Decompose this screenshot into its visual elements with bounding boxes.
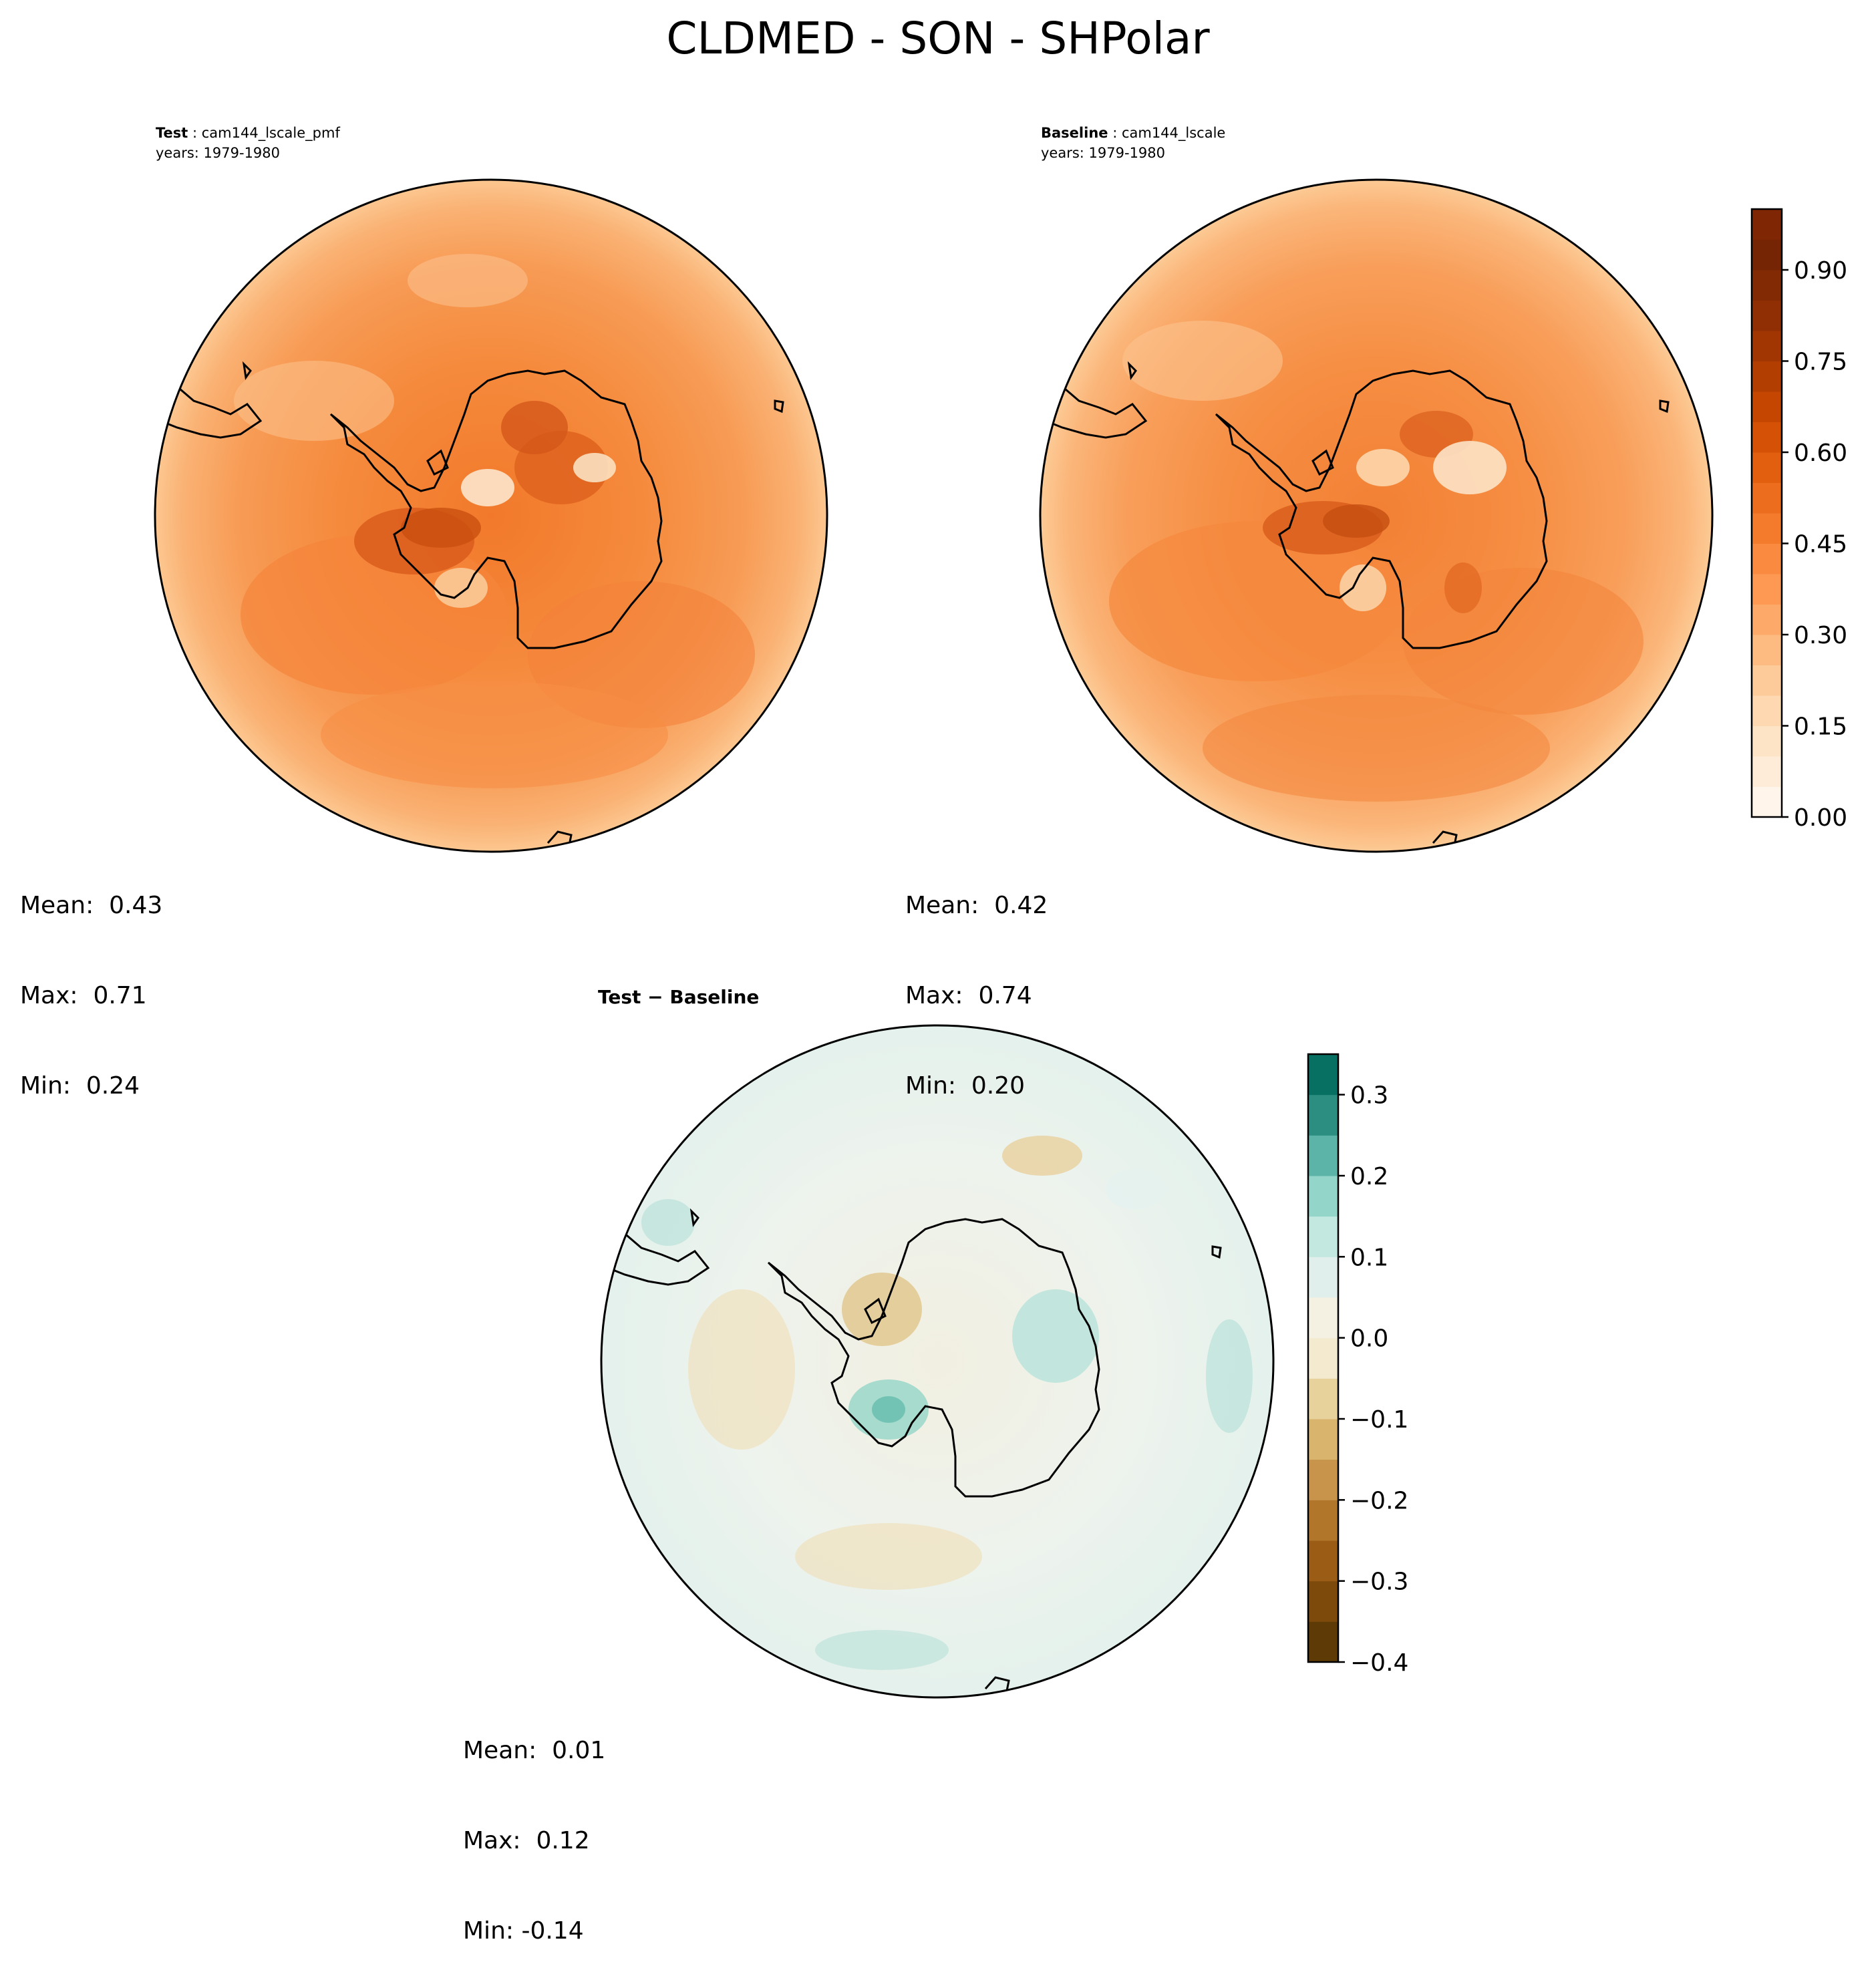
main-colorbar-tick-label: 0.45 [1794,531,1847,558]
diff-colorbar: −0.4 −0.3 −0.2 −0.1 0.0 0.1 0.2 0.3 [1307,1053,1408,1677]
baseline-panel-title: Baseline : cam144_lscale [1041,125,1225,142]
diff-colorbar-tick-label: 0.3 [1350,1082,1388,1110]
diff-max: Max: 0.12 [463,1827,590,1854]
diff-colorbar-swatch [1308,1094,1338,1136]
baseline-panel-years: years: 1979-1980 [1041,145,1165,161]
diff-colorbar-tick-label: 0.1 [1350,1244,1388,1271]
test-panel-years: years: 1979-1980 [156,145,280,161]
test-map [154,178,828,853]
figure-title: CLDMED - SON - SHPolar [666,13,1210,64]
main-colorbar-swatch [1752,239,1782,271]
main-colorbar-swatch [1752,422,1782,453]
diff-colorbar-swatch [1308,1621,1338,1663]
diff-stats: Mean: 0.01 Max: 0.12 Min: -0.14 [463,1675,605,1976]
main-colorbar-swatch [1752,574,1782,605]
baseline-min: Min: 0.20 [905,1072,1026,1100]
main-colorbar-tick-label: 0.15 [1794,713,1847,741]
test-min: Min: 0.24 [20,1072,140,1100]
main-colorbar-swatch [1752,635,1782,665]
main-colorbar-tick-label: 0.00 [1794,804,1847,832]
diff-colorbar-tick-label: −0.3 [1350,1569,1408,1596]
main-colorbar-swatch [1752,331,1782,361]
diff-colorbar-swatch [1308,1176,1338,1217]
diff-colorbar-swatch [1308,1540,1338,1582]
diff-colorbar-tick-label: −0.4 [1350,1649,1408,1677]
diff-colorbar-swatch [1308,1297,1338,1339]
main-colorbar-tick-label: 0.75 [1794,349,1847,376]
diff-colorbar-swatch [1308,1135,1338,1176]
diff-colorbar-tick-label: −0.1 [1350,1406,1408,1434]
diff-map [600,1024,1275,1699]
main-colorbar-swatch [1752,756,1782,787]
diff-colorbar-swatch [1308,1500,1338,1541]
diff-colorbar-swatch [1308,1419,1338,1460]
diff-colorbar-tick-label: −0.2 [1350,1487,1408,1514]
main-colorbar-swatch [1752,725,1782,757]
main-colorbar-tick-label: 0.90 [1794,257,1847,285]
main-colorbar-swatch [1752,391,1782,422]
diff-panel-title: Test − Baseline [598,986,759,1008]
diff-colorbar-tick-label: 0.2 [1350,1163,1388,1190]
figure: CLDMED - SON - SHPolar [154,13,1847,1699]
diff-min: Min: -0.14 [463,1917,584,1945]
main-colorbar-swatch [1752,300,1782,331]
diff-mean: Mean: 0.01 [463,1737,606,1764]
diff-colorbar-swatch [1308,1459,1338,1500]
main-colorbar-swatch [1752,452,1782,483]
main-colorbar-swatch [1752,665,1782,696]
baseline-max: Max: 0.74 [905,982,1032,1009]
diff-colorbar-swatch [1308,1337,1338,1379]
main-colorbar-frame [1750,208,1783,818]
diff-colorbar-tick-label: 0.0 [1350,1325,1388,1353]
diff-colorbar-swatch [1308,1054,1338,1096]
test-max: Max: 0.71 [20,982,147,1009]
main-colorbar-tick-label: 0.30 [1794,622,1847,649]
main-colorbar-swatch [1752,604,1782,635]
diff-colorbar-swatch [1308,1581,1338,1622]
main-colorbar-swatch [1752,209,1782,240]
main-colorbar-swatch [1752,543,1782,574]
main-colorbar-swatch [1752,361,1782,392]
main-colorbar-swatch [1752,513,1782,544]
main-colorbar: 0.00 0.15 0.30 0.45 0.60 0.75 0.90 [1750,208,1847,832]
main-colorbar-swatch [1752,786,1782,818]
main-colorbar-swatch [1752,270,1782,301]
main-colorbar-swatch [1752,482,1782,514]
baseline-stats: Mean: 0.42 Max: 0.74 Min: 0.20 [905,830,1048,1131]
test-panel-title: Test : cam144_lscale_pmf [156,125,340,142]
main-colorbar-tick-label: 0.60 [1794,440,1847,467]
test-stats: Mean: 0.43 Max: 0.71 Min: 0.24 [20,830,162,1131]
diff-colorbar-frame [1307,1053,1340,1663]
diff-colorbar-swatch [1308,1378,1338,1420]
diff-colorbar-swatch [1308,1216,1338,1257]
main-colorbar-swatch [1752,695,1782,726]
baseline-map [1039,178,1714,853]
baseline-mean: Mean: 0.42 [905,892,1048,919]
test-mean: Mean: 0.43 [20,892,163,919]
diff-colorbar-swatch [1308,1257,1338,1298]
